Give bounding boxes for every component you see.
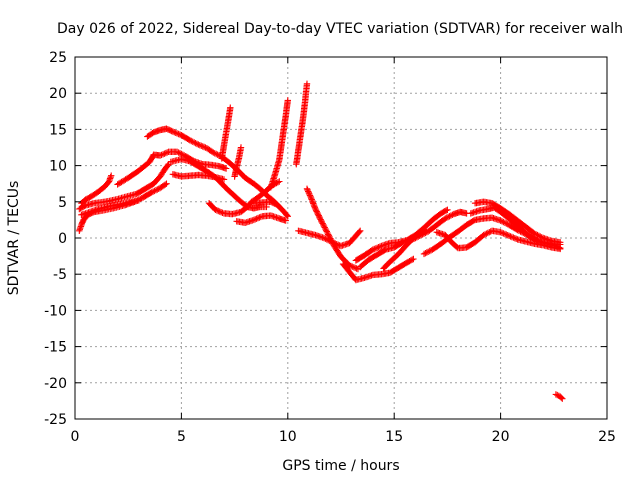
- y-tick-label: -5: [53, 267, 67, 283]
- data-point-markers: [144, 125, 283, 211]
- y-tick-label: -10: [44, 303, 67, 319]
- series-arc-u: [380, 227, 430, 272]
- x-tick-label: 15: [385, 429, 403, 445]
- x-tick-label: 20: [492, 429, 510, 445]
- data-point-markers: [250, 198, 291, 220]
- series-arc-q: [295, 227, 364, 250]
- series-arc-k: [231, 144, 245, 180]
- series-arc-c: [78, 197, 142, 218]
- data-point-markers: [218, 104, 234, 162]
- series-arc-y: [471, 198, 564, 246]
- data-point-markers: [552, 391, 566, 402]
- y-tick-label: 10: [49, 159, 67, 175]
- series-arc-t: [352, 206, 451, 264]
- y-tick-label: 15: [49, 122, 67, 138]
- series-arc-b: [76, 161, 172, 213]
- series-arc-n: [267, 97, 291, 191]
- y-tick-label: 20: [49, 86, 67, 102]
- series-arc-e: [114, 148, 230, 188]
- grid: [75, 57, 607, 419]
- data-point-markers: [471, 198, 564, 246]
- series-arc-o: [293, 80, 311, 168]
- series-arc-r: [339, 255, 417, 284]
- y-axis-label: SDTVAR / TECUs: [6, 181, 22, 296]
- data-point-markers: [303, 185, 362, 273]
- y-tick-label: -20: [44, 376, 67, 392]
- series-arc-m: [250, 198, 291, 220]
- data-point-markers: [352, 206, 451, 264]
- data-point-markers: [433, 227, 564, 253]
- series-arc-f: [144, 125, 283, 211]
- series-arc-l: [233, 212, 289, 226]
- x-axis-label: GPS time / hours: [282, 458, 399, 474]
- y-tick-label: -15: [44, 340, 67, 356]
- series-arc-x: [467, 204, 564, 252]
- series-arc-j: [218, 104, 234, 162]
- x-tick-label: 5: [177, 429, 186, 445]
- data-point-markers: [114, 148, 230, 188]
- data-point-markers: [380, 227, 430, 272]
- y-tick-label: 5: [58, 195, 67, 211]
- chart-title: Day 026 of 2022, Sidereal Day-to-day VTE…: [57, 21, 623, 37]
- axis-ticks: 0 5 10 15 20 25 -25 -20 -15 -10 -5 0 5 10 15 20 25: [44, 50, 616, 445]
- x-tick-label: 10: [279, 429, 297, 445]
- y-tick-label: -25: [44, 412, 67, 428]
- y-tick-label: 0: [58, 231, 67, 247]
- x-tick-label: 25: [598, 429, 616, 445]
- series-arc-z: [552, 391, 566, 402]
- data-point-markers: [233, 212, 289, 226]
- data-series: [76, 80, 566, 402]
- data-point-markers: [76, 161, 172, 213]
- y-tick-label: 25: [49, 50, 67, 66]
- series-arc-w: [433, 227, 564, 253]
- series-arc-p: [303, 185, 362, 273]
- data-point-markers: [295, 227, 364, 250]
- data-point-markers: [293, 80, 311, 168]
- x-tick-label: 0: [71, 429, 80, 445]
- data-point-markers: [78, 197, 142, 218]
- data-point-markers: [267, 97, 291, 191]
- data-point-markers: [231, 144, 245, 180]
- data-point-markers: [169, 171, 228, 183]
- series-arc-d: [78, 172, 115, 207]
- data-point-markers: [78, 172, 115, 207]
- data-point-markers: [467, 204, 564, 252]
- data-point-markers: [339, 255, 417, 284]
- series-arc-h: [169, 171, 228, 183]
